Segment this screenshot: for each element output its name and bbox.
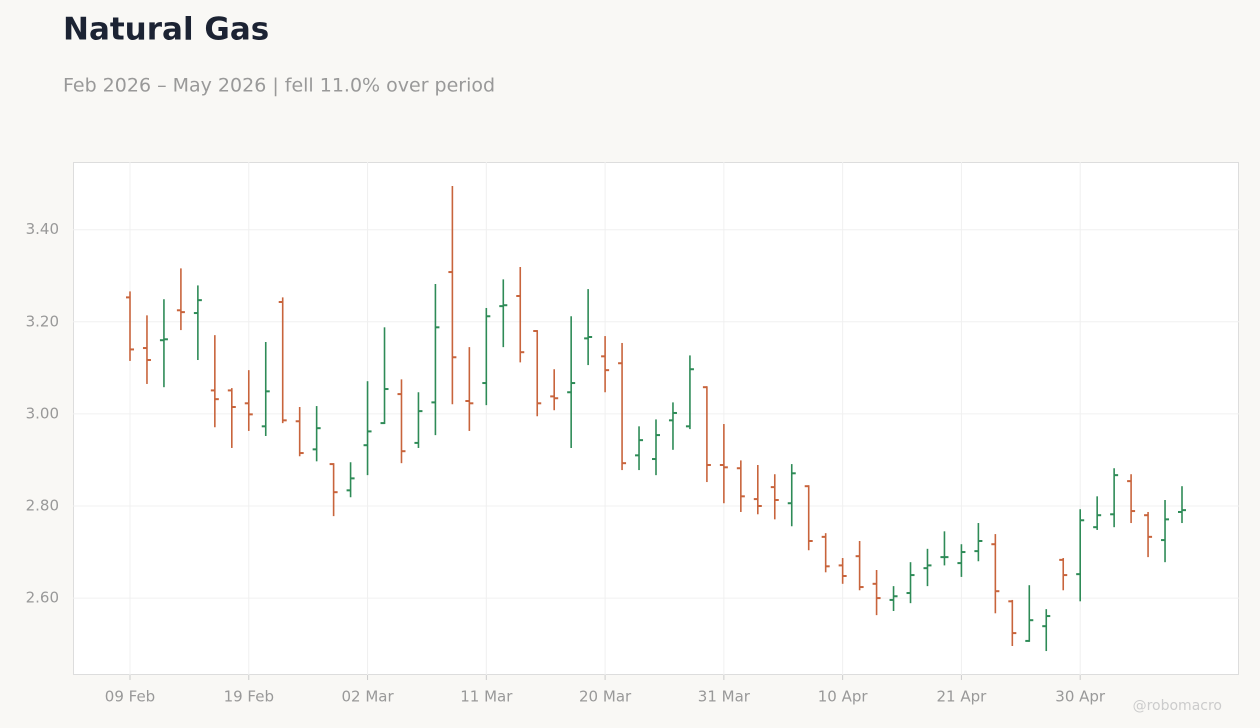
x-tick-label: 30 Apr <box>1055 688 1106 706</box>
x-tick-label: 10 Apr <box>818 688 869 706</box>
footer: @robomacro <box>1133 698 1222 714</box>
x-tick-label: 21 Apr <box>937 688 988 706</box>
plot-area <box>73 162 1239 675</box>
x-tick-label: 31 Mar <box>698 688 751 706</box>
x-tick-label: 20 Mar <box>579 688 632 706</box>
y-tick-label: 3.20 <box>26 312 59 330</box>
y-tick-label: 2.80 <box>26 496 59 514</box>
y-tick-label: 2.60 <box>26 589 59 607</box>
chart-title: Natural Gas <box>63 12 269 48</box>
y-tick-label: 3.40 <box>26 220 59 238</box>
x-tick-label: 02 Mar <box>341 688 394 706</box>
x-tick-label: 19 Feb <box>224 688 274 706</box>
chart-subtitle: Feb 2026 – May 2026 | fell 11.0% over pe… <box>63 75 495 97</box>
x-tick-label: 09 Feb <box>105 688 155 706</box>
y-tick-label: 3.00 <box>26 404 59 422</box>
x-tick-label: 11 Mar <box>460 688 513 706</box>
